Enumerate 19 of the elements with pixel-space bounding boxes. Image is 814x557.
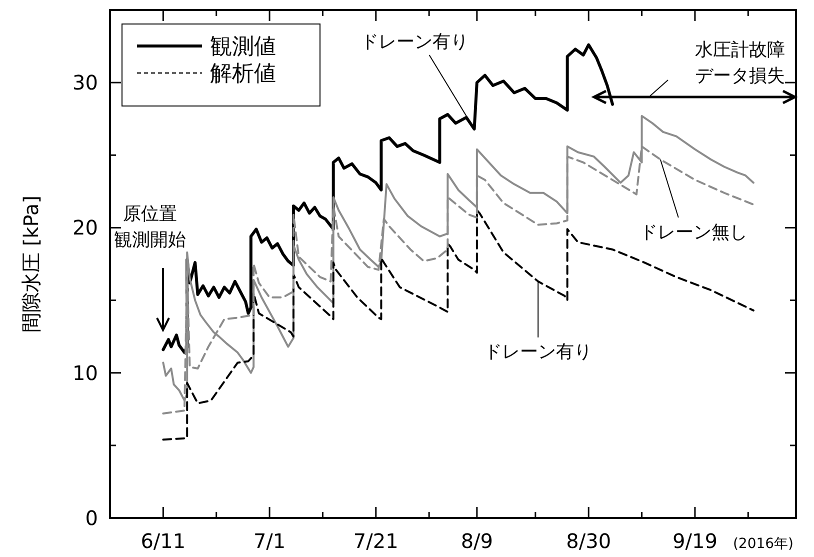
annotation: ドレーン有り (484, 342, 592, 363)
x-tick-label: 7/1 (253, 529, 286, 553)
x-tick-label: 6/11 (140, 529, 186, 553)
annotation: ドレーン有り (360, 31, 468, 52)
y-tick-label: 10 (72, 360, 98, 385)
y-tick-label: 20 (72, 216, 98, 240)
annotation: 水圧計故障データ損失 (695, 39, 785, 86)
x-tick-label: 8/30 (566, 529, 612, 553)
annotation: ドレーン無し (639, 222, 748, 243)
text: (2016年) (732, 536, 794, 552)
y-tick-label: 30 (72, 70, 98, 95)
legend-label: 観測値 (210, 34, 276, 60)
annotation: 原位置観測開始 (114, 203, 186, 250)
y-tick-label: 0 (85, 506, 98, 530)
x-tick-label: 8/9 (460, 529, 494, 553)
x-tick-label: 7/21 (353, 529, 398, 553)
legend-label: 解析値 (210, 62, 276, 87)
x-tick-label: 9/19 (672, 529, 718, 553)
y-axis-title: 間隙水圧 [kPa] (19, 196, 43, 332)
